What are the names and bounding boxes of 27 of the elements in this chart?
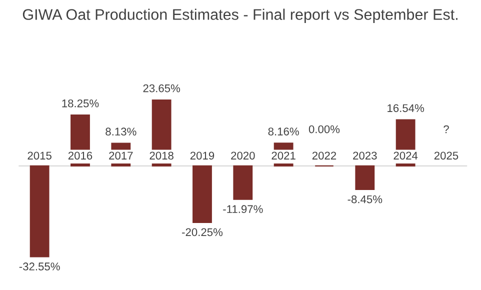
x-tick-label: 2021: [272, 152, 296, 160]
data-label: 0.00%: [308, 125, 340, 134]
data-label: 16.54%: [388, 104, 424, 112]
x-tick-label: 2023: [353, 152, 377, 160]
data-label: -8.45%: [348, 195, 382, 204]
x-tick-label: 2024: [394, 152, 418, 160]
data-label: 18.25%: [62, 99, 99, 108]
chart-title: GIWA Oat Production Estimates - Final report vs September Est.: [22, 8, 458, 23]
data-label: -11.97%: [223, 205, 263, 214]
bar: [233, 165, 253, 200]
text: ?: [444, 125, 449, 134]
x-tick-label: 2020: [231, 152, 255, 160]
data-label: 23.65%: [143, 84, 180, 92]
x-tick-label: 2025: [434, 152, 458, 160]
bar: [355, 165, 375, 190]
x-tick-label: 2017: [109, 152, 133, 160]
data-label: -20.25%: [182, 228, 223, 236]
x-tick-label: 2015: [28, 152, 52, 160]
x-tick-label: 2018: [150, 152, 174, 160]
x-tick-label: 2016: [68, 152, 92, 160]
x-tick-label: 2019: [190, 152, 214, 160]
data-label: -32.55%: [19, 262, 60, 270]
bar: [192, 165, 212, 223]
x-tick-label: 2022: [312, 152, 336, 160]
data-label: 8.16%: [268, 128, 299, 136]
bar: [30, 165, 50, 258]
data-label: 8.13%: [106, 128, 136, 136]
